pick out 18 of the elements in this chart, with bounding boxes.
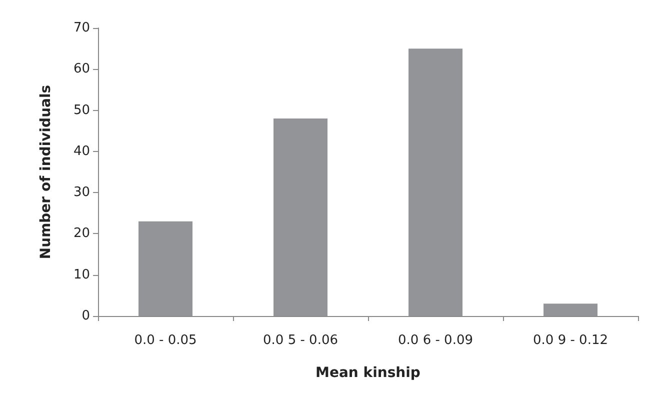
bar	[408, 48, 462, 316]
x-tick-label: 0.0 6 - 0.09	[398, 333, 473, 348]
y-tick-label: 60	[73, 62, 90, 77]
y-tick-label: 10	[73, 267, 90, 282]
x-tick-label: 0.0 5 - 0.06	[263, 333, 338, 348]
x-tick-label: 0.0 9 - 0.12	[533, 333, 608, 348]
bar	[138, 221, 192, 316]
x-tick-label: 0.0 - 0.05	[134, 333, 197, 348]
y-tick-label: 70	[73, 20, 90, 36]
bar	[274, 118, 328, 316]
y-tick-label: 0	[82, 308, 90, 324]
y-tick-label: 40	[73, 144, 90, 159]
x-axis-title: Mean kinship	[316, 365, 420, 381]
bar	[544, 304, 598, 316]
y-tick-label: 20	[73, 226, 90, 242]
y-tick-label: 30	[73, 185, 90, 200]
y-axis-title: Number of individuals	[38, 84, 54, 260]
y-tick-label: 50	[73, 102, 90, 118]
